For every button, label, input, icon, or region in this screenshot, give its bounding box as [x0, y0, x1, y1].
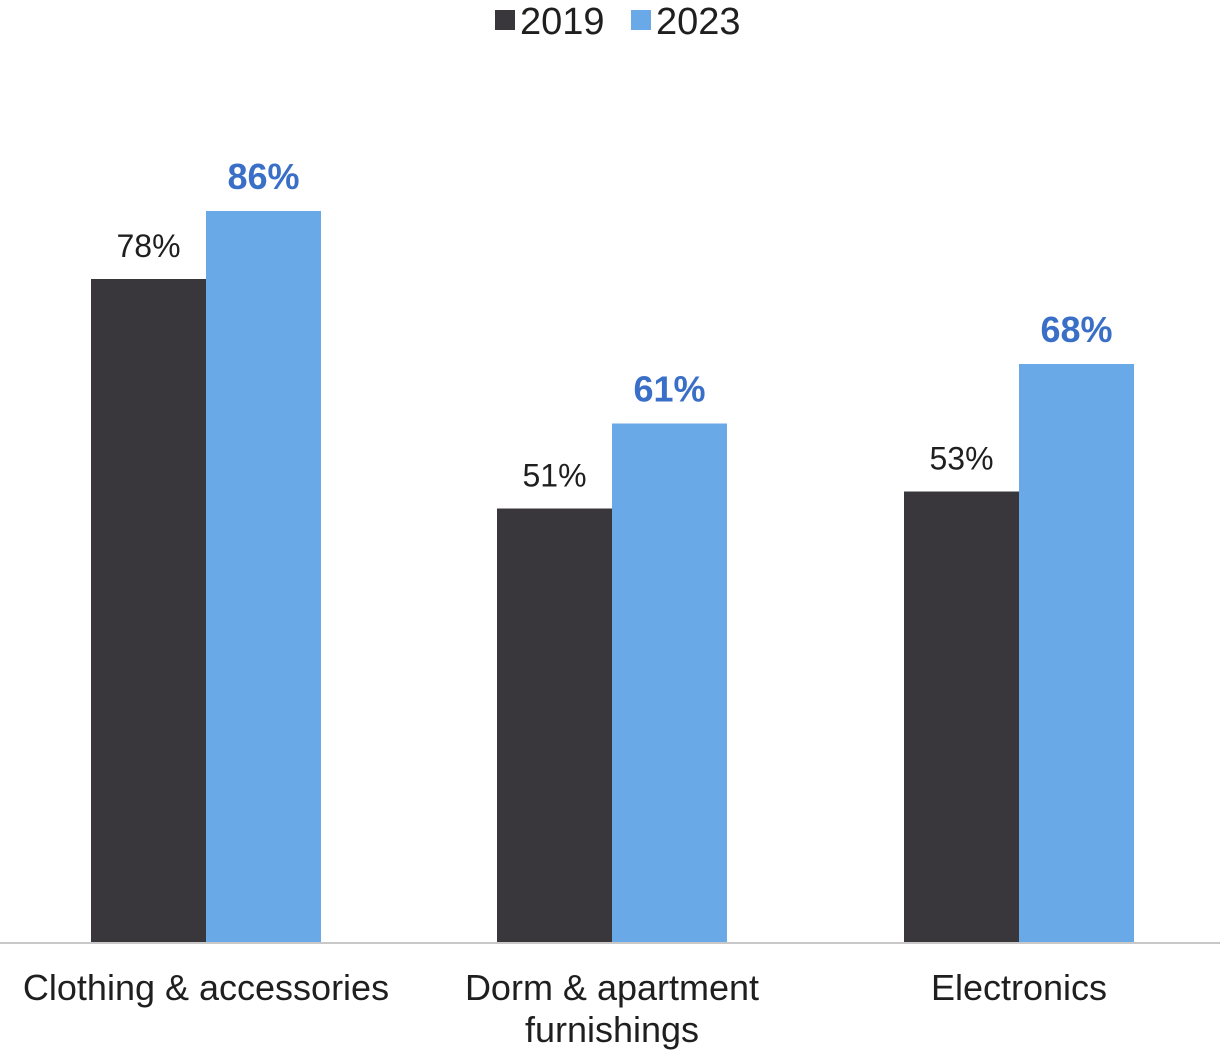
legend-label-2023: 2023 — [656, 1, 741, 43]
bar-2019-2 — [904, 491, 1019, 942]
bar-2023-1 — [612, 423, 727, 942]
category-label-line: furnishings — [525, 1009, 699, 1050]
data-label-2023-1: 61% — [633, 369, 705, 410]
bar-2019-1 — [497, 508, 612, 942]
bars — [91, 211, 1134, 942]
legend-swatch-2019 — [495, 10, 515, 30]
value-labels: 78% 51% 53% 86% 61% 68% — [116, 156, 1112, 494]
bar-2023-0 — [206, 211, 321, 942]
category-labels: Clothing & accessories Dorm & apartment fu… — [23, 967, 1107, 1050]
data-label-2019-0: 78% — [116, 228, 180, 264]
data-label-2019-1: 51% — [522, 458, 586, 494]
category-label-0: Clothing & accessories — [23, 967, 389, 1008]
data-label-2019-2: 53% — [929, 441, 993, 477]
legend: 2019 2023 — [495, 1, 741, 43]
bar-2019-0 — [91, 279, 206, 942]
category-label-2: Electronics — [931, 967, 1107, 1008]
legend-swatch-2023 — [631, 10, 651, 30]
category-label-1: Dorm & apartment furnishings — [465, 967, 759, 1050]
legend-label-2019: 2019 — [520, 1, 605, 43]
data-label-2023-0: 86% — [227, 156, 299, 197]
category-label-line: Dorm & apartment — [465, 967, 759, 1008]
bar-2023-2 — [1019, 364, 1134, 942]
category-label-line: Clothing & accessories — [23, 967, 389, 1008]
data-label-2023-2: 68% — [1040, 309, 1112, 350]
category-label-line: Electronics — [931, 967, 1107, 1008]
